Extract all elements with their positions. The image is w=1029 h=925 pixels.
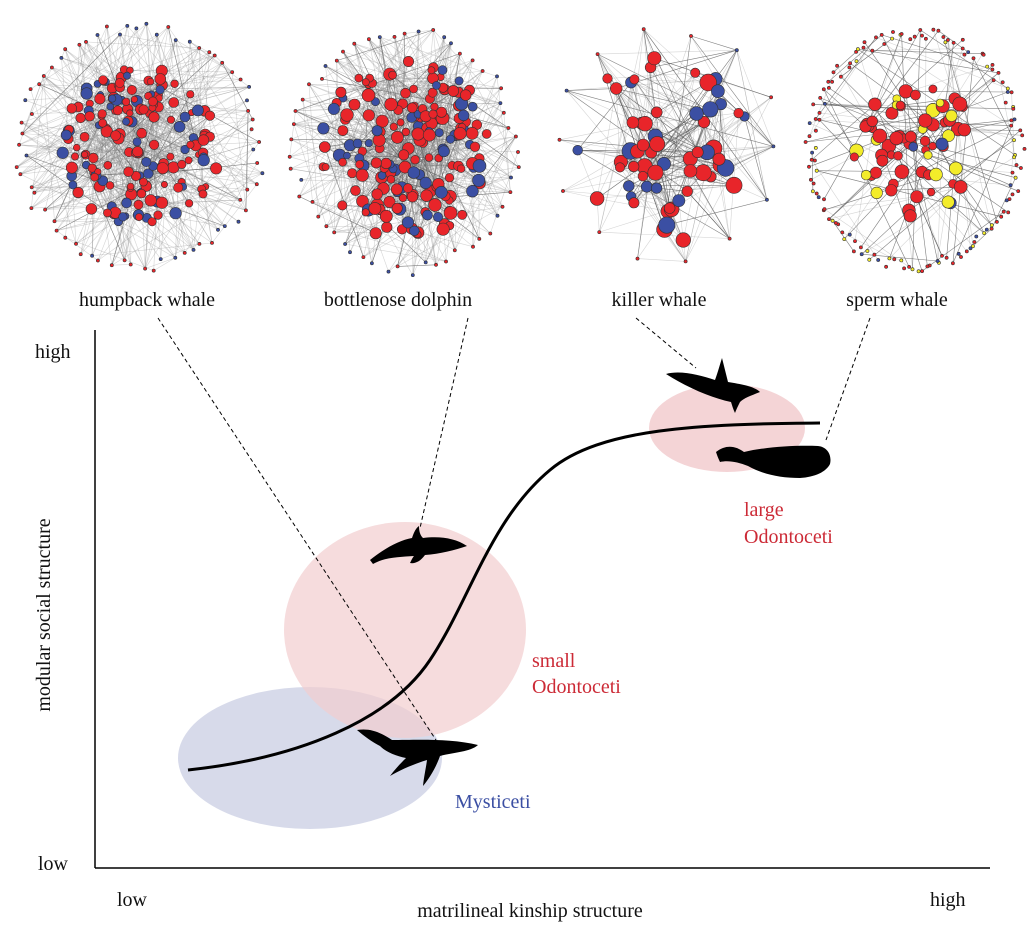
humpback-whale-network [14, 21, 265, 273]
connector-sperm [825, 317, 871, 441]
trend-curve [187, 421, 821, 772]
label-small: small [532, 650, 576, 672]
killer-whale-network [557, 27, 776, 264]
label-large-odontoceti: Odontoceti [744, 526, 833, 548]
label-bottlenose-dolphin: bottlenose dolphin [324, 289, 472, 311]
killer-whale-silhouette-icon [666, 358, 760, 413]
label-large: large [744, 499, 784, 521]
sperm-whale-network [803, 27, 1027, 274]
sperm-whale-silhouette-icon [716, 445, 831, 478]
connector-dolphin [419, 317, 469, 529]
small-odontoceti-region [284, 522, 526, 738]
label-small-odontoceti: Odontoceti [532, 676, 621, 698]
label-mysticeti: Mysticeti [455, 791, 531, 813]
dolphin-silhouette-icon [370, 526, 467, 564]
humpback-silhouette-icon [357, 729, 478, 786]
connector-humpback [157, 317, 437, 741]
x-axis-title: matrilineal kinship structure [417, 900, 643, 922]
bottlenose-dolphin-network [287, 28, 521, 278]
x-axis-low: low [117, 889, 148, 911]
y-axis-high: high [35, 341, 71, 363]
y-axis-low: low [38, 853, 69, 875]
label-sperm-whale: sperm whale [846, 289, 948, 311]
label-humpback-whale: humpback whale [79, 289, 215, 311]
connector-killer [635, 317, 697, 369]
y-axis-title: modular social structure [33, 518, 55, 711]
label-killer-whale: killer whale [612, 289, 707, 311]
x-axis-high: high [930, 889, 966, 911]
